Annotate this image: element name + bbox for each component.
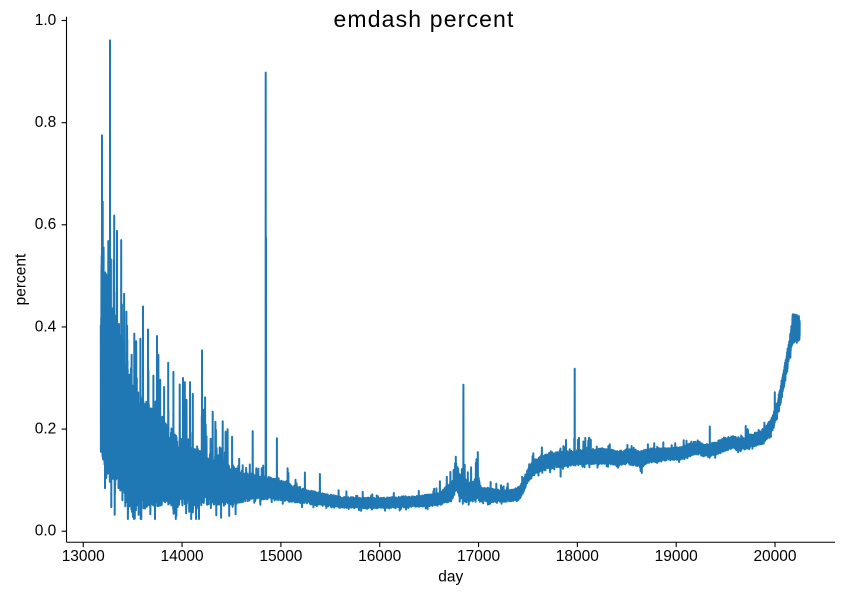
svg-text:0.2: 0.2	[35, 420, 57, 437]
svg-text:0.8: 0.8	[35, 114, 57, 131]
svg-text:0.0: 0.0	[35, 523, 57, 540]
svg-text:day: day	[438, 569, 463, 586]
svg-text:15000: 15000	[259, 548, 302, 565]
svg-text:percent: percent	[12, 253, 29, 305]
svg-text:16000: 16000	[358, 548, 401, 565]
svg-text:0.6: 0.6	[35, 216, 57, 233]
svg-text:emdash percent: emdash percent	[333, 6, 514, 32]
svg-text:13000: 13000	[62, 548, 105, 565]
svg-text:19000: 19000	[655, 548, 698, 565]
svg-text:17000: 17000	[457, 548, 500, 565]
svg-text:1.0: 1.0	[35, 12, 57, 29]
svg-text:14000: 14000	[161, 548, 204, 565]
svg-text:0.4: 0.4	[35, 318, 57, 335]
svg-text:20000: 20000	[753, 548, 796, 565]
svg-text:18000: 18000	[556, 548, 599, 565]
